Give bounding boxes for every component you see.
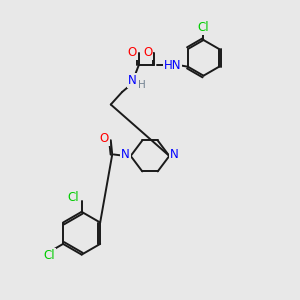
Text: H: H bbox=[138, 80, 146, 90]
Text: N: N bbox=[128, 74, 136, 87]
Text: N: N bbox=[170, 148, 179, 161]
Text: O: O bbox=[128, 46, 137, 59]
Text: HN: HN bbox=[164, 59, 182, 72]
Text: Cl: Cl bbox=[198, 21, 209, 34]
Text: O: O bbox=[143, 46, 152, 59]
Text: N: N bbox=[121, 148, 130, 161]
Text: Cl: Cl bbox=[68, 191, 79, 204]
Text: O: O bbox=[100, 132, 109, 145]
Text: Cl: Cl bbox=[44, 249, 55, 262]
